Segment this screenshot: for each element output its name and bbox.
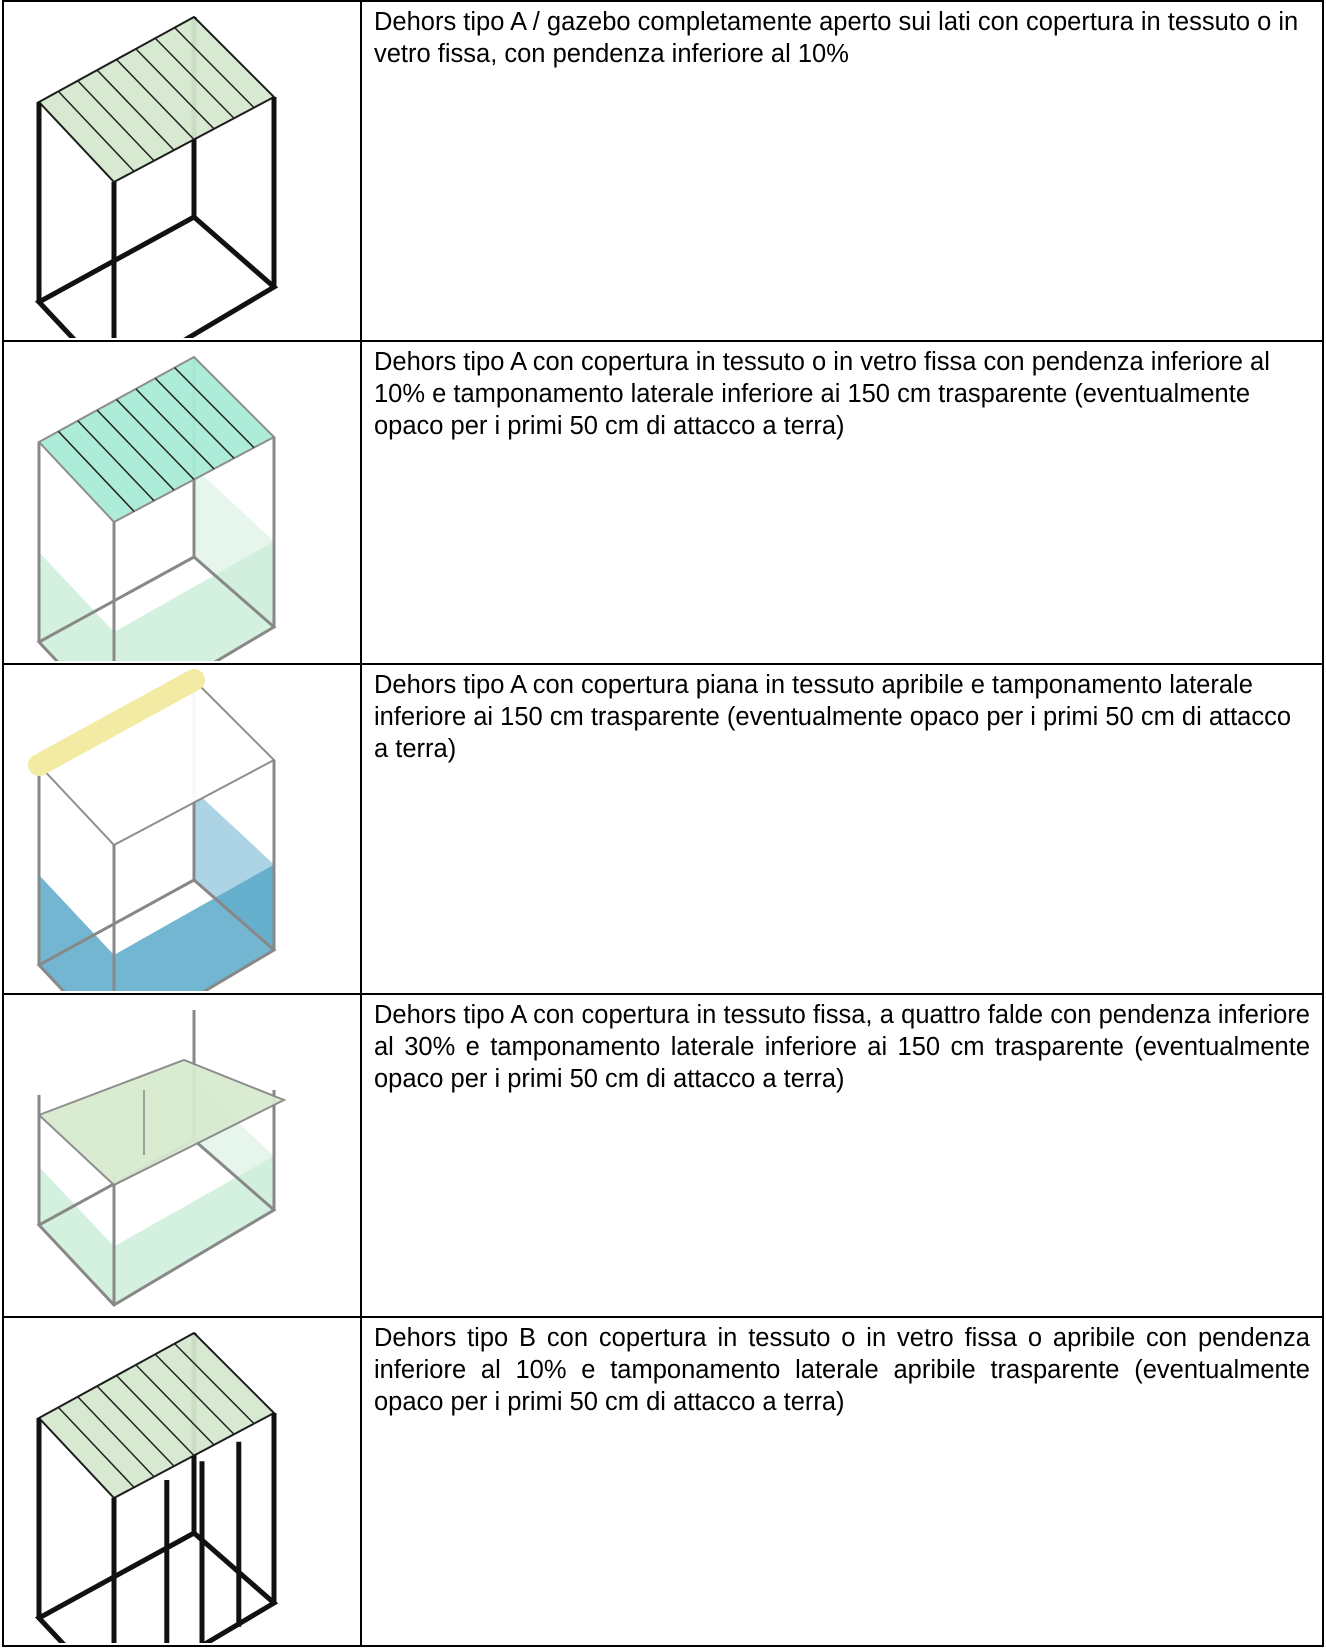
description: Dehors tipo A / gazebo completamente ape… <box>360 0 1324 342</box>
image-cell <box>2 1316 362 1647</box>
drawing-part <box>34 213 279 338</box>
gazebo-illustration <box>34 15 279 338</box>
image-cell <box>2 0 362 342</box>
drawing-part <box>135 388 215 470</box>
gazebo-illustration <box>28 669 277 991</box>
drawing-part <box>57 90 135 172</box>
drawing-part <box>57 1406 135 1488</box>
drawing-part <box>77 1396 155 1478</box>
description: Dehors tipo A con copertura in tessuto o… <box>360 340 1324 665</box>
drawing-part <box>154 377 235 459</box>
drawing-part <box>194 467 274 627</box>
drawing-part <box>39 875 114 991</box>
drawing-part <box>154 1353 235 1435</box>
drawing-part <box>115 1374 195 1457</box>
gazebo-illustration <box>36 355 277 661</box>
drawing-part <box>96 69 175 151</box>
description: Dehors tipo B con copertura in tessuto o… <box>360 1316 1324 1647</box>
drawing-part <box>135 48 215 130</box>
drawing-part <box>39 1166 114 1305</box>
drawing-part <box>115 58 195 141</box>
drawing-part <box>77 80 155 162</box>
drawing-part <box>37 1058 287 1187</box>
drawing-part <box>135 1364 215 1446</box>
drawing-part <box>115 398 195 481</box>
description: Dehors tipo A con copertura piana in tes… <box>360 663 1324 995</box>
drawing-part <box>174 1343 255 1425</box>
gazebo-illustration <box>34 1331 279 1643</box>
image-cell <box>2 663 362 995</box>
drawing-part <box>39 552 114 661</box>
drawing-part <box>37 15 276 184</box>
drawing-part <box>194 790 274 950</box>
drawing-part <box>96 409 175 491</box>
drawing-part <box>37 355 276 524</box>
image-cell <box>2 993 362 1318</box>
drawing-part <box>28 669 205 776</box>
image-cell <box>2 340 362 665</box>
drawing-part <box>154 37 235 119</box>
drawing-part <box>174 367 255 449</box>
description: Dehors tipo A con copertura in tessuto f… <box>360 993 1324 1318</box>
drawing-part <box>114 1156 274 1305</box>
drawing-part <box>174 27 255 109</box>
drawing-part <box>37 1331 276 1500</box>
drawing-part <box>57 430 135 512</box>
gazebo-illustration <box>36 1010 287 1307</box>
drawing-part <box>96 1385 175 1467</box>
drawing-part <box>77 420 155 502</box>
